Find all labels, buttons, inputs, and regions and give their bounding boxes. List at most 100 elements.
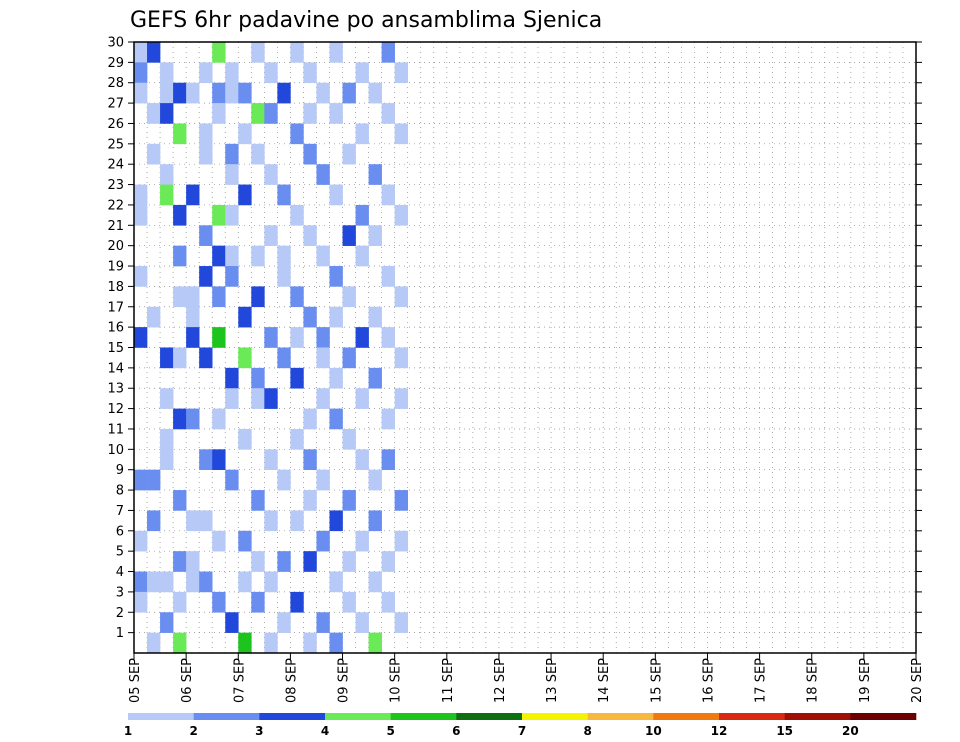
y-tick-label: 1 <box>116 626 124 641</box>
y-tick-label: 20 <box>107 239 124 254</box>
precip-cell <box>147 143 161 165</box>
x-tick-label: 09 SEP <box>337 658 352 703</box>
precip-cell <box>225 245 239 267</box>
x-tick-label: 08 SEP <box>284 658 299 703</box>
precip-cell <box>147 510 161 532</box>
precip-cell <box>147 571 161 593</box>
precip-cell <box>316 164 330 185</box>
precip-cell <box>199 266 213 287</box>
precip-cell <box>342 428 356 450</box>
precip-cell <box>368 469 382 491</box>
y-tick-label: 8 <box>116 484 124 499</box>
precip-cell <box>212 327 226 348</box>
y-tick-label: 25 <box>107 137 124 152</box>
precip-cell <box>290 204 304 226</box>
precip-cell <box>264 571 278 593</box>
colorbar-label: 7 <box>518 724 526 738</box>
precip-cell <box>225 367 239 389</box>
colorbar-label: 20 <box>842 724 859 738</box>
precip-cell <box>264 225 278 246</box>
y-tick-label: 5 <box>116 545 124 560</box>
precip-cell <box>199 347 213 369</box>
y-tick-label: 27 <box>107 97 124 112</box>
colorbar: 1 2 3 4 5 6 7 8 10 12 15 20 <box>124 713 917 738</box>
precip-cell <box>303 449 317 470</box>
precip-cell <box>186 408 200 430</box>
y-tick-label: 16 <box>107 321 124 336</box>
precip-cell <box>264 164 278 185</box>
precip-cell <box>134 591 148 613</box>
precip-cell <box>134 530 148 552</box>
x-tick-label: 16 SEP <box>701 658 716 703</box>
precip-cell <box>264 103 278 124</box>
precip-cell <box>342 143 356 165</box>
colorbar-label: 1 <box>124 724 132 738</box>
precip-cell <box>303 143 317 165</box>
precip-cell <box>173 245 187 267</box>
precip-cell <box>134 204 148 226</box>
precip-cell <box>225 62 239 84</box>
x-tick-label: 10 SEP <box>389 658 404 703</box>
y-tick-label: 14 <box>107 361 124 376</box>
precip-cell <box>160 82 174 104</box>
colorbar-label: 12 <box>711 724 728 738</box>
precip-cell <box>199 510 213 532</box>
precip-cell <box>316 347 330 369</box>
precip-cell <box>238 184 252 206</box>
colorbar-swatch <box>390 713 457 720</box>
precip-cell <box>381 266 395 287</box>
precip-cell <box>316 469 330 491</box>
precip-cell <box>173 347 187 369</box>
colorbar-swatch <box>193 713 260 720</box>
precip-cell <box>290 591 304 613</box>
x-tick-label: 19 SEP <box>858 658 873 703</box>
precip-cell <box>355 449 369 470</box>
colorbar-label: 3 <box>255 724 263 738</box>
precip-cell <box>303 225 317 246</box>
precip-cell <box>381 103 395 124</box>
precip-cell <box>303 103 317 124</box>
precip-cell <box>251 490 265 511</box>
precip-cell <box>251 143 265 165</box>
precip-cell <box>173 204 187 226</box>
y-tick-label: 12 <box>107 402 124 417</box>
x-tick-label: 11 SEP <box>441 658 456 703</box>
precip-cell <box>186 571 200 593</box>
precip-cell <box>173 286 187 308</box>
precip-cell <box>355 204 369 226</box>
precip-cell <box>199 571 213 593</box>
colorbar-swatch <box>719 713 785 720</box>
precip-cell <box>160 449 174 470</box>
precip-cell <box>160 612 174 633</box>
precip-cell <box>251 245 265 267</box>
precip-cell <box>147 469 161 491</box>
precip-cell <box>342 286 356 308</box>
y-tick-label: 3 <box>116 585 124 600</box>
precip-cell <box>264 62 278 84</box>
precip-cell <box>251 388 265 409</box>
x-tick-label: 15 SEP <box>649 658 664 703</box>
precip-cell <box>368 82 382 104</box>
y-tick-label: 22 <box>107 198 124 213</box>
precip-cell <box>355 327 369 348</box>
precip-cell <box>342 551 356 572</box>
precip-cell <box>316 530 330 552</box>
x-tick-label: 06 SEP <box>180 658 195 703</box>
precip-cell <box>225 204 239 226</box>
precip-cell <box>303 551 317 572</box>
colorbar-swatch <box>850 713 917 720</box>
precip-cell <box>277 266 291 287</box>
y-tick-label: 7 <box>116 504 124 519</box>
precip-cell <box>173 632 187 654</box>
precip-cell <box>134 184 148 206</box>
precip-cell <box>290 123 304 145</box>
precip-cell <box>225 388 239 409</box>
precip-cell <box>147 103 161 124</box>
y-tick-label: 9 <box>116 463 124 478</box>
precip-cell <box>186 551 200 572</box>
precip-cell <box>251 103 265 124</box>
x-tick-label: 12 SEP <box>493 658 508 703</box>
precip-cell <box>160 571 174 593</box>
precip-cell <box>303 632 317 654</box>
precip-cell <box>277 469 291 491</box>
